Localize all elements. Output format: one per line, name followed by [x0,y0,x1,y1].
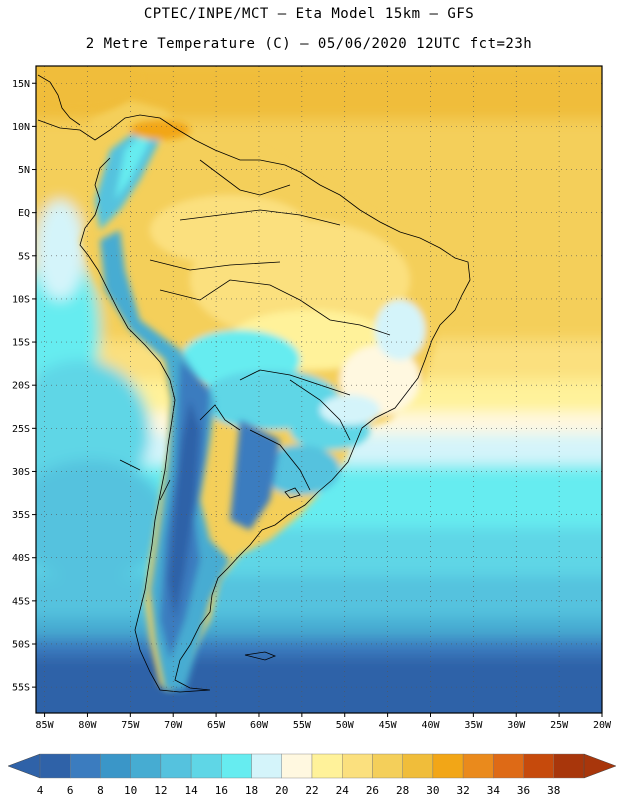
colorbar-swatch [402,753,434,779]
colorbar-swatch [100,753,131,779]
latitude-tick-labels: 15N 10N 5N EQ 5S 10S 15S 20S 25S 30S 35S 40S 45S 50S 5… [12,79,36,694]
colorbar-label: 24 [336,784,350,797]
colorbar-swatch [342,753,373,779]
colorbar-swatch [70,753,101,779]
colorbar-label: 18 [245,784,258,797]
colorbar-swatch [372,753,403,779]
colorbar-left-arrow [7,753,41,779]
lon-tick-label: 50W [336,720,355,731]
colorbar-swatch [130,753,162,779]
colorbar-right-arrow [583,753,617,779]
lat-tick-label: 50S [12,639,30,650]
lon-tick-label: 45W [379,720,398,731]
colorbar-swatch [553,753,585,779]
lon-tick-label: 25W [550,720,569,731]
colorbar-swatch [39,753,71,779]
lat-tick-label: 5S [18,251,30,262]
lon-tick-label: 80W [78,720,97,731]
lat-tick-label: 20S [12,381,30,392]
lat-tick-label: EQ [18,208,30,219]
colorbar-label: 10 [124,784,137,797]
lat-tick-label: 10N [12,122,30,133]
lon-tick-label: 60W [250,720,269,731]
colorbar-swatch [221,753,252,779]
colorbar-label: 16 [215,784,228,797]
lon-tick-label: 35W [464,720,483,731]
lat-tick-label: 10S [12,294,30,305]
colorbar-swatch [523,753,554,779]
colorbar-label: 36 [517,784,530,797]
lon-tick-label: 55W [293,720,312,731]
temperature-field [36,66,602,713]
colorbar-swatch [190,753,222,779]
colorbar-label: 8 [97,784,104,797]
lon-tick-label: 65W [207,720,226,731]
lat-tick-label: 35S [12,510,30,521]
colorbar-swatch [493,753,524,779]
colorbar-label: 34 [487,784,501,797]
lat-tick-label: 25S [12,424,30,435]
lon-tick-label: 20W [593,720,612,731]
lon-tick-label: 70W [164,720,183,731]
colorbar-swatch [311,753,343,779]
coastlines [37,74,471,693]
colorbar-swatch [160,753,192,779]
lat-tick-label: 5N [18,165,30,176]
colorbar-label: 28 [396,784,409,797]
colorbar-swatch [462,753,494,779]
colorbar-label: 38 [547,784,560,797]
colorbar-label: 26 [366,784,379,797]
chart-title-line2: 2 Metre Temperature (C) – 05/06/2020 12U… [85,36,533,52]
lat-tick-label: 55S [12,683,30,694]
lat-tick-label: 15S [12,338,30,349]
colorbar-label: 12 [154,784,167,797]
colorbar-label: 30 [426,784,439,797]
colorbar-swatch [281,753,313,779]
lon-tick-label: 85W [36,720,55,731]
colorbar: 4 6 8 10 12 14 16 18 20 22 24 26 28 30 32 34 36 38 [7,753,617,797]
colorbar-label: 6 [67,784,74,797]
colorbar-swatch [251,753,282,779]
lat-tick-label: 30S [12,467,30,478]
colorbar-label: 4 [37,784,44,797]
chart-title-line1: CPTEC/INPE/MCT – Eta Model 15km – GFS [143,6,475,22]
colorbar-label: 22 [305,784,318,797]
lon-tick-label: 30W [507,720,526,731]
longitude-tick-labels: 85W 80W 75W 70W 65W 60W 55W 50W 45W 40W 35W 30W 25W 2… [36,713,612,731]
map-frame [35,65,603,714]
lat-tick-label: 45S [12,596,30,607]
lat-tick-label: 40S [12,553,30,564]
colorbar-label: 14 [184,784,198,797]
lon-tick-label: 40W [421,720,440,731]
colorbar-label: 32 [456,784,469,797]
lon-tick-label: 75W [121,720,140,731]
colorbar-swatch [432,753,464,779]
lat-tick-label: 15N [12,79,30,90]
colorbar-label: 20 [275,784,288,797]
